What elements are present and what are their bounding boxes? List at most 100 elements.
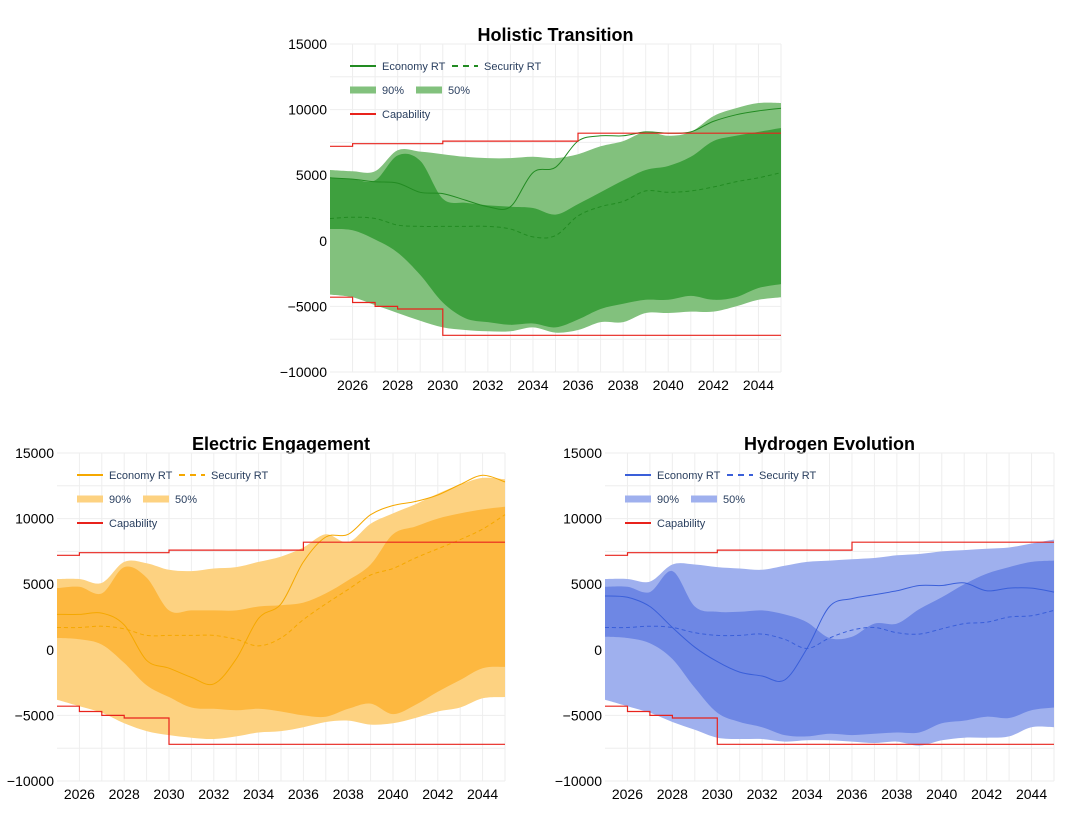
legend-capability: Capability xyxy=(350,109,431,121)
legend-band-50-label: 50% xyxy=(448,85,470,97)
y-tick-label: 10000 xyxy=(15,511,54,527)
x-tick-label: 2040 xyxy=(926,786,957,802)
x-tick-label: 2038 xyxy=(608,377,639,393)
x-tick-label: 2042 xyxy=(422,786,453,802)
band-50 xyxy=(57,506,505,718)
legend-economy-rt: Economy RT xyxy=(625,470,721,482)
legend-security-rt: Security RT xyxy=(179,470,269,482)
x-tick-label: 2028 xyxy=(657,786,688,802)
y-tick-label: 0 xyxy=(46,642,54,658)
legend-capability-label: Capability xyxy=(382,109,431,121)
x-tick-label: 2036 xyxy=(836,786,867,802)
x-tick-label: 2032 xyxy=(472,377,503,393)
economy-rt-line xyxy=(56,474,506,686)
capability-upper-line xyxy=(605,541,1054,556)
legend-security-rt-label: Security RT xyxy=(484,61,542,73)
y-tick-label: −5000 xyxy=(288,298,328,314)
x-tick-label: 2034 xyxy=(243,786,274,802)
legend-band-90-label: 90% xyxy=(109,494,131,506)
x-tick-label: 2028 xyxy=(382,377,413,393)
security-rt-line xyxy=(329,172,782,239)
economy-rt-line xyxy=(329,107,782,210)
y-tick-label: −5000 xyxy=(563,707,603,723)
y-tick-label: −10000 xyxy=(280,364,327,380)
y-tick-label: 15000 xyxy=(288,36,327,52)
legend-economy-rt-label: Economy RT xyxy=(657,470,721,482)
x-tick-label: 2038 xyxy=(881,786,912,802)
x-tick-label: 2040 xyxy=(653,377,684,393)
x-tick-label: 2044 xyxy=(743,377,774,393)
legend-band-90-label: 90% xyxy=(657,494,679,506)
legend: Economy RT Security RT 90% 50% Capability xyxy=(77,470,269,530)
x-tick-label: 2030 xyxy=(427,377,458,393)
x-tick-label: 2026 xyxy=(64,786,95,802)
x-tick-label: 2030 xyxy=(153,786,184,802)
capability-lower-line xyxy=(57,705,505,745)
capability-lower-line xyxy=(330,296,781,336)
x-tick-label: 2026 xyxy=(337,377,368,393)
capability-upper-line xyxy=(57,541,505,556)
legend-security-rt: Security RT xyxy=(452,61,542,73)
chart-title: Electric Engagement xyxy=(192,434,370,454)
y-tick-label: −5000 xyxy=(15,707,55,723)
legend-band-90: 90% xyxy=(350,85,404,97)
x-tick-label: 2038 xyxy=(333,786,364,802)
x-tick-label: 2034 xyxy=(517,377,548,393)
legend-band-50-label: 50% xyxy=(723,494,745,506)
capability-lower-line xyxy=(605,705,1054,745)
x-tick-label: 2044 xyxy=(1016,786,1047,802)
legend-security-rt: Security RT xyxy=(727,470,817,482)
legend-band-90: 90% xyxy=(625,494,679,506)
legend-economy-rt: Economy RT xyxy=(77,470,173,482)
x-tick-label: 2042 xyxy=(698,377,729,393)
x-tick-label: 2034 xyxy=(791,786,822,802)
y-tick-label: 5000 xyxy=(296,167,327,183)
y-tick-label: 5000 xyxy=(23,576,54,592)
capability-upper-line xyxy=(330,132,781,147)
legend-security-rt-label: Security RT xyxy=(759,470,817,482)
legend-band-90: 90% xyxy=(77,494,131,506)
legend-economy-rt-label: Economy RT xyxy=(382,61,446,73)
legend-capability: Capability xyxy=(625,518,706,530)
y-tick-label: 10000 xyxy=(288,102,327,118)
y-tick-label: 15000 xyxy=(563,445,602,461)
legend-band-50: 50% xyxy=(143,494,197,506)
legend-band-90-label: 90% xyxy=(382,85,404,97)
x-tick-label: 2036 xyxy=(562,377,593,393)
band-50 xyxy=(330,128,781,328)
band-50 xyxy=(605,560,1054,737)
legend-capability-label: Capability xyxy=(657,518,706,530)
legend: Economy RT Security RT 90% 50% Capability xyxy=(350,61,542,121)
chart-electric-engagement: Electric Engagement 15000 10000 5000 0 −5000 −… xyxy=(7,434,506,802)
legend-capability: Capability xyxy=(77,518,158,530)
x-tick-label: 2026 xyxy=(612,786,643,802)
x-tick-label: 2040 xyxy=(377,786,408,802)
legend-band-50: 50% xyxy=(416,85,470,97)
y-tick-label: 10000 xyxy=(563,511,602,527)
y-tick-label: 5000 xyxy=(571,576,602,592)
legend-economy-rt: Economy RT xyxy=(350,61,446,73)
x-tick-label: 2028 xyxy=(109,786,140,802)
y-tick-label: 0 xyxy=(594,642,602,658)
x-tick-label: 2036 xyxy=(288,786,319,802)
legend-band-50-label: 50% xyxy=(175,494,197,506)
chart-hydrogen-evolution: Hydrogen Evolution 15000 10000 5000 0 −5000 −1… xyxy=(555,434,1055,802)
y-tick-label: 15000 xyxy=(15,445,54,461)
x-tick-label: 2032 xyxy=(198,786,229,802)
y-tick-label: −10000 xyxy=(7,773,54,789)
legend-security-rt-label: Security RT xyxy=(211,470,269,482)
legend-economy-rt-label: Economy RT xyxy=(109,470,173,482)
legend-band-50: 50% xyxy=(691,494,745,506)
legend-capability-label: Capability xyxy=(109,518,158,530)
economy-rt-line xyxy=(604,582,1055,683)
y-tick-label: 0 xyxy=(319,233,327,249)
x-tick-label: 2042 xyxy=(971,786,1002,802)
x-tick-label: 2032 xyxy=(747,786,778,802)
x-tick-label: 2030 xyxy=(702,786,733,802)
y-tick-label: −10000 xyxy=(555,773,602,789)
chart-holistic-transition: Holistic Transition 15000 10000 5000 0 −5000 −… xyxy=(280,25,782,393)
x-tick-label: 2044 xyxy=(467,786,498,802)
chart-title: Holistic Transition xyxy=(477,25,633,45)
legend: Economy RT Security RT 90% 50% Capability xyxy=(625,470,817,530)
